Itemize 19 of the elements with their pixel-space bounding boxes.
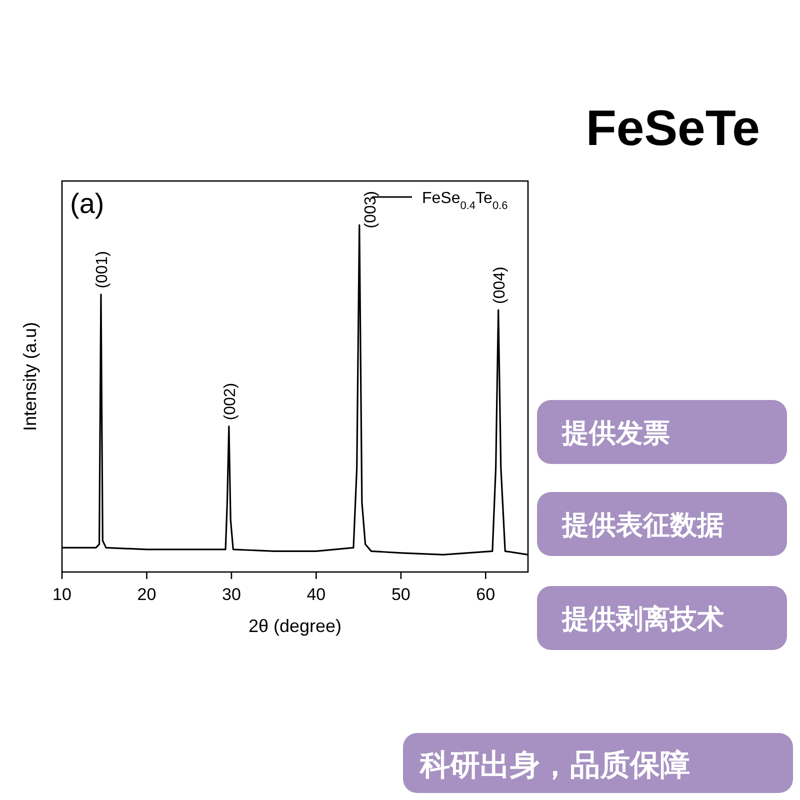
x-tick-label: 30 bbox=[222, 585, 241, 604]
y-axis-title: Intensity (a.u) bbox=[20, 322, 40, 432]
annotation: (004) bbox=[491, 266, 508, 304]
x-axis-title: 2θ (degree) bbox=[248, 616, 342, 636]
text: (a) bbox=[70, 188, 104, 219]
annotation: (003) bbox=[362, 191, 380, 228]
text: 科研出身，品质保障 bbox=[419, 749, 690, 782]
text: 提供表征数据 bbox=[561, 510, 724, 540]
annotation: (002) bbox=[222, 382, 239, 420]
x-tick-label: 60 bbox=[476, 585, 496, 604]
x-tick-label: 40 bbox=[306, 585, 326, 604]
text: FeSeTe bbox=[586, 100, 760, 156]
legend-label: FeSe$_{0.4}$Te$_{0.6}$ bbox=[422, 190, 508, 212]
x-tick-label: 20 bbox=[137, 585, 156, 604]
annotation: (001) bbox=[94, 251, 111, 288]
text: 提供发票 bbox=[561, 418, 670, 448]
x-tick-label: 10 bbox=[52, 585, 72, 604]
text: 提供剥离技术 bbox=[561, 604, 724, 634]
x-tick-label: 50 bbox=[391, 585, 410, 604]
